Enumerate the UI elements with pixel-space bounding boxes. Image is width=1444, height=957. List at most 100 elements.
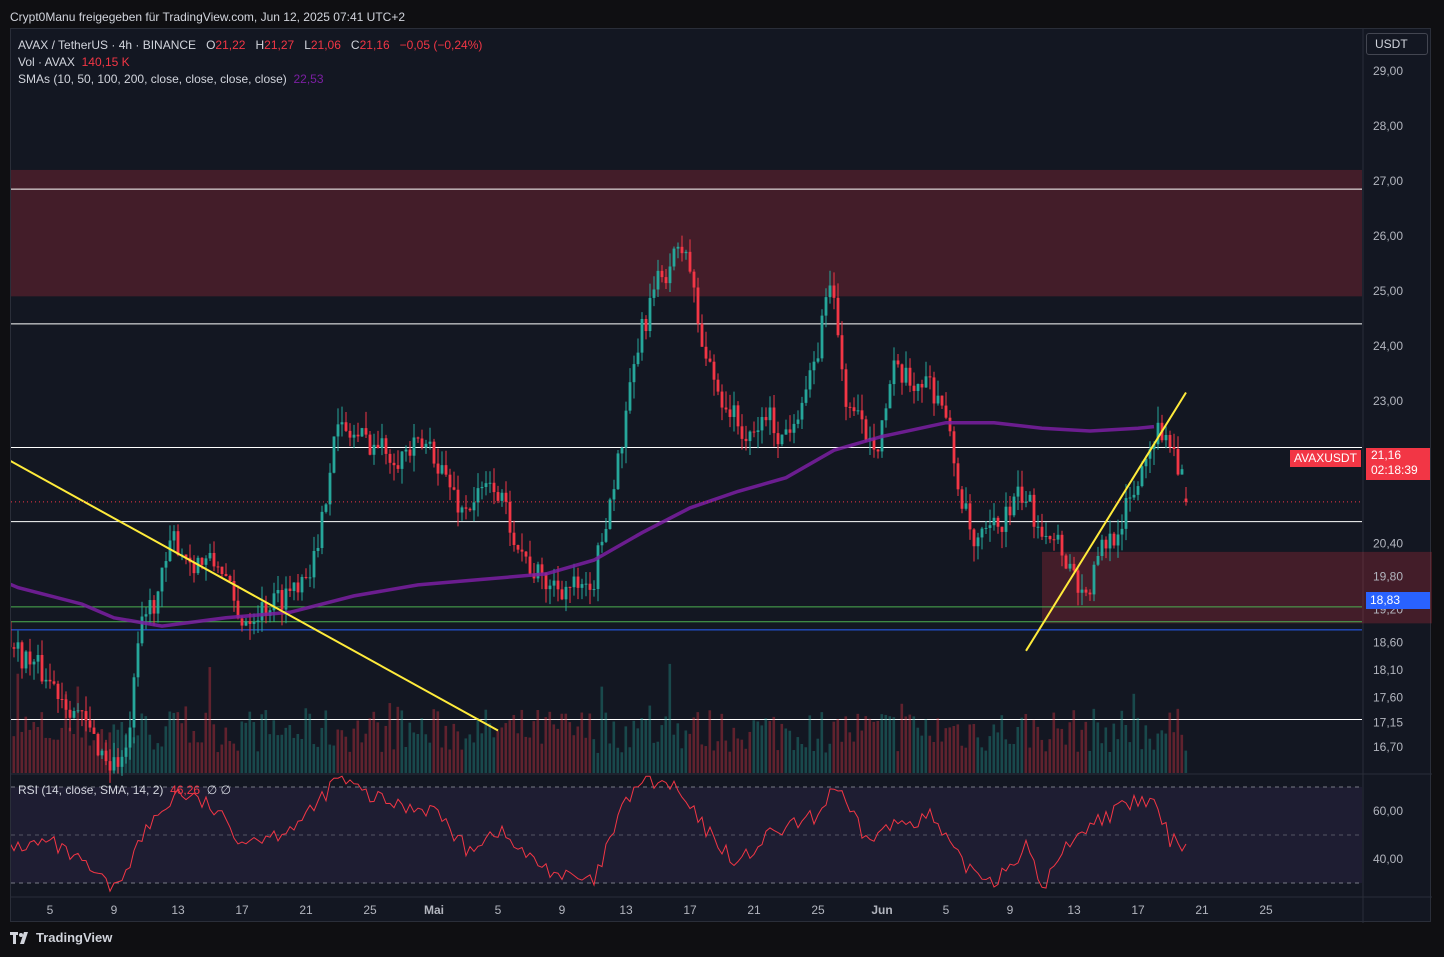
- rsi-legend[interactable]: RSI (14, close, SMA, 14, 2) 46,26 ∅ ∅: [18, 783, 231, 797]
- candle-body: [1128, 497, 1132, 499]
- candle-body: [524, 551, 528, 557]
- volume-bar: [240, 721, 244, 773]
- volume-bar: [560, 713, 564, 773]
- candle-body: [608, 499, 612, 529]
- top-bar: Crypt0Manu freigegeben für TradingView.c…: [0, 0, 1444, 30]
- volume-bar: [320, 727, 324, 773]
- volume-bar: [1144, 725, 1148, 773]
- volume-bar: [840, 741, 844, 773]
- candle-body: [84, 711, 88, 721]
- chart-frame[interactable]: 29,0028,0027,0026,0025,0024,0023,0022,00…: [0, 28, 1444, 923]
- candle-body: [332, 436, 336, 473]
- candle-body: [1028, 494, 1032, 502]
- volume-bar: [536, 710, 540, 773]
- candle-body: [124, 747, 128, 757]
- volume-bar: [624, 726, 628, 773]
- candle-body: [840, 335, 844, 370]
- volume-bar: [1036, 726, 1040, 773]
- price-tick-label: 17,60: [1373, 691, 1403, 705]
- rsi-tick-label: 60,00: [1373, 804, 1403, 818]
- volume-bar: [676, 723, 680, 773]
- volume-bar: [184, 706, 188, 773]
- candle-body: [936, 395, 940, 404]
- bar-countdown: 02:18:39: [1371, 463, 1418, 477]
- candle-body: [1024, 501, 1028, 503]
- price-tick-label: 19,80: [1373, 570, 1403, 584]
- sma-label[interactable]: SMAs (10, 50, 100, 200, close, close, cl…: [18, 72, 287, 86]
- volume-bar: [548, 711, 552, 773]
- volume-bar: [164, 726, 168, 773]
- candle-body: [828, 285, 832, 298]
- rsi-label[interactable]: RSI (14, close, SMA, 14, 2): [18, 783, 164, 797]
- volume-bar: [908, 714, 912, 773]
- candle-body: [400, 451, 404, 469]
- volume-bar: [260, 714, 264, 773]
- volume-label[interactable]: Vol · AVAX: [18, 55, 75, 69]
- candle-body: [1156, 422, 1160, 445]
- volume-bar: [744, 748, 748, 773]
- volume-bar: [492, 737, 496, 773]
- candle-body: [972, 529, 976, 547]
- brand[interactable]: TradingView: [10, 930, 112, 945]
- brand-name: TradingView: [36, 930, 113, 945]
- volume-bar: [824, 752, 828, 773]
- volume-row[interactable]: Vol · AVAX 140,15 K: [18, 54, 482, 71]
- volume-bar: [340, 730, 344, 773]
- candle-body: [808, 370, 812, 390]
- volume-bar: [1028, 747, 1032, 773]
- candle-body: [304, 576, 308, 578]
- candle-body: [696, 287, 700, 324]
- last-price-tag: 21,16 02:18:39: [1366, 448, 1430, 480]
- candle-body: [864, 419, 868, 440]
- candle-body: [364, 428, 368, 435]
- volume-bar: [800, 743, 804, 773]
- volume-bar: [292, 737, 296, 773]
- volume-bar: [648, 705, 652, 773]
- candle-body: [384, 438, 388, 454]
- candle-body: [16, 642, 20, 649]
- candle-body: [292, 582, 296, 592]
- volume-bar: [500, 727, 504, 773]
- candle-body: [684, 251, 688, 254]
- symbol-row[interactable]: AVAX / TetherUS · 4h · BINANCE O21,22 H2…: [18, 37, 482, 54]
- chart-canvas[interactable]: 29,0028,0027,0026,0025,0024,0023,0022,00…: [0, 29, 1444, 923]
- volume-bar: [496, 730, 500, 773]
- volume-bar: [264, 710, 268, 773]
- volume-bar: [400, 710, 404, 773]
- candle-body: [724, 407, 728, 410]
- candle-body: [676, 246, 680, 249]
- symbol-title[interactable]: AVAX / TetherUS · 4h · BINANCE: [18, 38, 197, 52]
- price-tick-label: 20,40: [1373, 537, 1403, 551]
- candle-body: [1176, 448, 1180, 475]
- time-tick-label: 17: [683, 903, 697, 917]
- candle-body: [768, 407, 772, 421]
- time-tick-label: 13: [619, 903, 633, 917]
- volume-bar: [592, 739, 596, 773]
- candle-body: [604, 528, 608, 542]
- volume-bar: [1016, 726, 1020, 773]
- candle-body: [652, 289, 656, 298]
- volume-bar: [868, 718, 872, 773]
- time-tick-label: 21: [1195, 903, 1209, 917]
- volume-bar: [1124, 724, 1128, 773]
- candle-body: [1044, 535, 1048, 537]
- volume-bar: [160, 746, 164, 773]
- volume-bar: [1120, 710, 1124, 773]
- volume-bar: [40, 712, 44, 773]
- candle-body: [420, 438, 424, 448]
- volume-bar: [896, 751, 900, 773]
- candle-body: [1084, 589, 1088, 593]
- candle-body: [476, 488, 480, 503]
- volume-bar: [140, 713, 144, 773]
- sma-row[interactable]: SMAs (10, 50, 100, 200, close, close, cl…: [18, 71, 482, 88]
- volume-bar: [764, 718, 768, 773]
- volume-bar: [488, 723, 492, 773]
- currency-button[interactable]: USDT: [1366, 33, 1428, 55]
- candle-body: [1036, 526, 1040, 528]
- candle-body: [776, 433, 780, 445]
- volume-bar: [956, 724, 960, 773]
- volume-bar: [1008, 743, 1012, 773]
- volume-bar: [892, 717, 896, 773]
- candle-body: [172, 531, 176, 541]
- candle-body: [260, 602, 264, 621]
